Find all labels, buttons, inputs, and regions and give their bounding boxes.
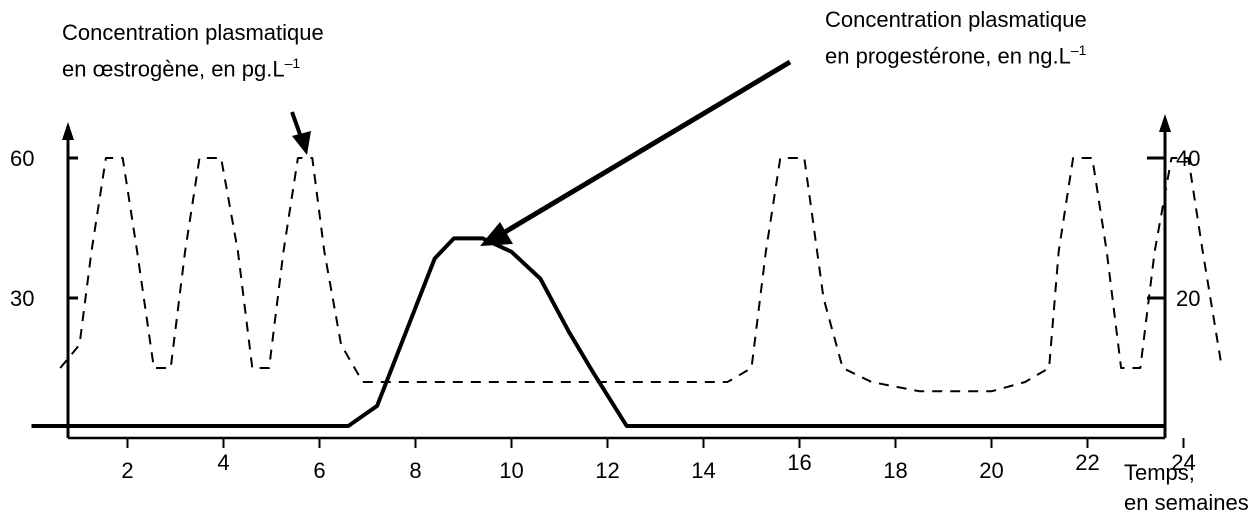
right-y-axis-arrow — [1159, 114, 1171, 132]
progesterone-label-unit-exponent: –1 — [1070, 42, 1087, 58]
x-tick-label: 4 — [217, 450, 229, 475]
y-left-tick-label: 30 — [10, 286, 34, 311]
x-tick-label: 6 — [313, 458, 325, 483]
estrogen-axis-label: Concentration plasmatique en œstrogène, … — [62, 18, 324, 84]
estrogen-pointer-arrowhead — [292, 131, 311, 155]
progesterone-pointer-arrowhead — [480, 222, 513, 246]
axes — [62, 114, 1171, 440]
estrogen-series-line — [59, 157, 1223, 393]
estrogen-label-line2: en œstrogène, en pg.L — [62, 56, 285, 82]
x-axis-label-line2: en semaines — [1124, 490, 1249, 515]
x-tick-label: 10 — [499, 458, 523, 483]
series — [31, 157, 1223, 428]
x-tick-label: 20 — [979, 458, 1003, 483]
progesterone-axis-label: Concentration plasmatique en progestéron… — [825, 5, 1087, 71]
x-tick-label: 18 — [883, 458, 907, 483]
x-tick-label: 2 — [121, 458, 133, 483]
progesterone-series-line — [31, 236, 1165, 428]
x-tick-label: 16 — [787, 450, 811, 475]
progesterone-label-line2: en progestérone, en ng.L — [825, 43, 1071, 69]
y-right-tick-label: 20 — [1176, 286, 1200, 311]
x-tick-label: 14 — [691, 458, 715, 483]
estrogen-label-line1: Concentration plasmatique — [62, 20, 324, 45]
progesterone-label-line1: Concentration plasmatique — [825, 7, 1087, 32]
y-left-tick-label: 60 — [10, 146, 34, 171]
x-tick-label: 12 — [595, 458, 619, 483]
x-tick-label: 8 — [409, 458, 421, 483]
x-axis-label: Temps, en semaines — [1124, 458, 1249, 518]
x-tick-label: 24 — [1171, 450, 1195, 475]
annotations — [290, 59, 792, 246]
left-y-axis-arrow — [62, 122, 74, 140]
progesterone-pointer-arrow — [503, 59, 792, 235]
estrogen-label-unit-exponent: –1 — [284, 55, 301, 71]
x-axis-label-line1: Temps, — [1124, 460, 1195, 485]
x-tick-label: 22 — [1075, 450, 1099, 475]
